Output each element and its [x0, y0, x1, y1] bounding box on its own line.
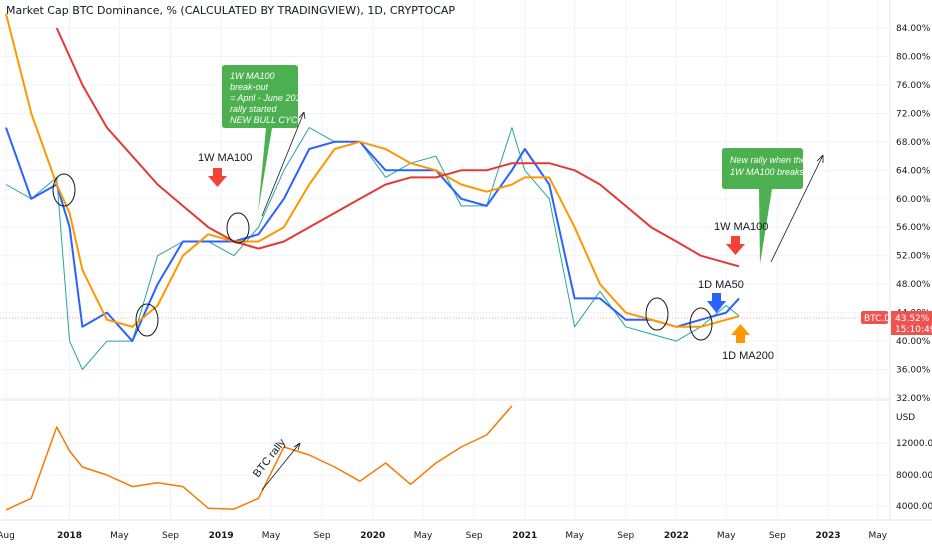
- label-1d-ma200: 1D MA200: [722, 350, 774, 362]
- x-tick-label: Sep: [466, 531, 483, 541]
- annotation-circles: [52, 173, 713, 341]
- label-1d-ma50: 1D MA50: [698, 279, 744, 291]
- y-tick-label: 56.00%: [896, 223, 931, 233]
- y-tick-label: 72.00%: [896, 109, 931, 119]
- y-axis-unit: USD: [896, 413, 915, 423]
- current-value-badge: [891, 311, 932, 335]
- x-tick-label: Sep: [162, 531, 179, 541]
- x-tick-label: Sep: [769, 531, 786, 541]
- x-tick-label: May: [717, 531, 736, 541]
- y-tick-label: 40.00%: [896, 337, 931, 347]
- annotation-callout: [722, 148, 803, 264]
- x-tick-label: 2022: [664, 531, 689, 541]
- series-line-btc-price: [5, 405, 513, 511]
- label-1w-ma100-left: 1W MA100: [198, 152, 252, 164]
- y-tick-label: 12000.00: [896, 439, 932, 449]
- x-axis: Aug 2018 May Sep 2019 May Sep 2020 May Sep 2021 May…: [0, 531, 888, 541]
- annotation-callout: [222, 65, 298, 212]
- x-tick-label: May: [565, 531, 584, 541]
- y-tick-label: 76.00%: [896, 81, 931, 91]
- circle-marker: [645, 297, 669, 331]
- x-tick-label: Sep: [617, 531, 634, 541]
- arrow-head-icon: [298, 111, 306, 120]
- annotation-box-bull-cycle: 1W MA100 break-out = April - June 2019 r…: [222, 65, 309, 212]
- y-tick-label: 64.00%: [896, 166, 931, 176]
- y-tick-label: 48.00%: [896, 280, 931, 290]
- series-line-btc-d: [5, 127, 740, 370]
- y-tick-label: 68.00%: [896, 138, 931, 148]
- y-tick-label: 52.00%: [896, 252, 931, 262]
- annotation-line: 1W MA100 breaks: [730, 167, 805, 177]
- circle-marker: [226, 212, 250, 244]
- down-arrow-icon: [208, 168, 227, 187]
- annotation-line: break-out: [230, 82, 269, 92]
- y-axis-dominance: 84.00% 80.00% 76.00% 72.00% 68.00% 64.00% 60.0…: [896, 24, 931, 404]
- trend-arrows: [261, 111, 824, 491]
- x-tick-label: May: [414, 531, 433, 541]
- annotation-line: NEW BULL CYCLE: [230, 115, 309, 125]
- x-tick-label: 2018: [57, 531, 82, 541]
- y-axis-btc-price: USD 12000.00 8000.00 4000.00: [896, 413, 932, 512]
- annotation-line: = April - June 2019: [230, 93, 305, 103]
- x-tick-label: Aug: [0, 531, 15, 541]
- trend-arrow-line: [261, 111, 305, 217]
- y-tick-label: 80.00%: [896, 52, 931, 62]
- series-line-1w-ma100: [55, 27, 740, 268]
- annotation-box-new-rally: New rally when the 1W MA100 breaks: [722, 148, 806, 264]
- series-layer: [5, 13, 740, 511]
- label-1w-ma100-right: 1W MA100: [714, 221, 768, 233]
- chart-title: Market Cap BTC Dominance, % (CALCULATED …: [6, 4, 455, 17]
- y-tick-label: 32.00%: [896, 394, 931, 404]
- down-arrow-icon: [707, 293, 726, 313]
- y-tick-label: 60.00%: [896, 195, 931, 205]
- x-tick-label: May: [869, 531, 888, 541]
- price-badges: BTC.D 43.52% 15:10:49: [0, 311, 932, 335]
- series-line-1d-ma200: [5, 13, 740, 328]
- x-tick-label: 2020: [360, 531, 385, 541]
- x-tick-label: 2023: [815, 531, 840, 541]
- series-line-1d-ma50: [5, 127, 740, 343]
- trend-arrow-line: [261, 442, 301, 491]
- y-tick-label: 4000.00: [896, 502, 932, 512]
- symbol-badge-label: BTC.D: [864, 314, 891, 324]
- y-tick-label: 36.00%: [896, 366, 931, 376]
- x-tick-label: May: [262, 531, 281, 541]
- arrow-head-icon: [293, 442, 301, 451]
- circle-marker: [135, 303, 159, 337]
- grid: [0, 0, 890, 520]
- x-tick-label: May: [110, 531, 129, 541]
- arrow-head-icon: [816, 154, 824, 163]
- y-tick-label: 84.00%: [896, 24, 931, 34]
- annotation-line: rally started: [230, 104, 278, 114]
- current-value-label: 43.52%: [895, 314, 930, 324]
- symbol-badge: [861, 311, 888, 324]
- annotation-line: New rally when the: [730, 155, 806, 165]
- up-arrow-icon: [731, 324, 750, 343]
- x-tick-label: 2021: [512, 531, 537, 541]
- x-tick-label: Sep: [314, 531, 331, 541]
- down-arrow-icon: [726, 236, 745, 255]
- circle-marker: [689, 307, 713, 341]
- circle-marker: [52, 173, 76, 207]
- x-tick-label: 2019: [209, 531, 234, 541]
- countdown-label: 15:10:49: [895, 325, 932, 335]
- annotation-line: 1W MA100: [230, 71, 275, 81]
- trend-arrow-line: [770, 154, 824, 263]
- y-tick-label: 8000.00: [896, 471, 932, 481]
